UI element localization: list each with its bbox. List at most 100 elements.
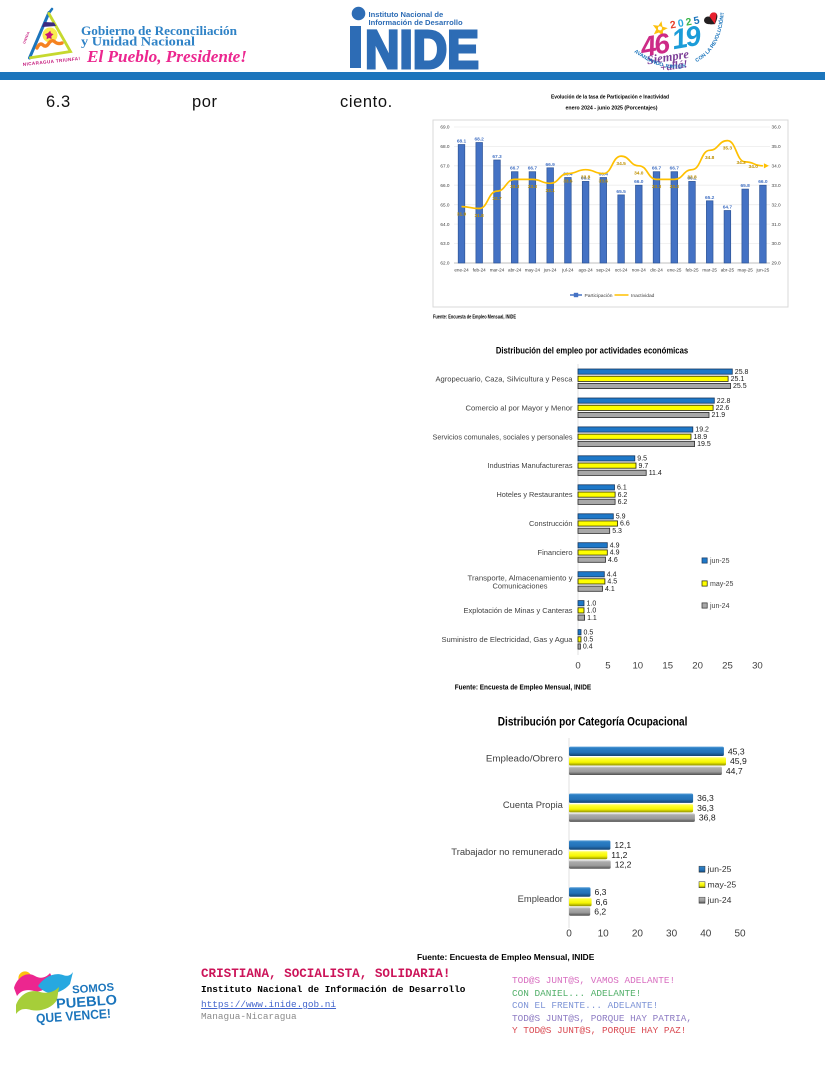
svg-text:33.3: 33.3 (670, 184, 680, 190)
svg-text:66.4: 66.4 (563, 172, 573, 178)
svg-text:30: 30 (752, 661, 763, 672)
svg-text:1.0: 1.0 (587, 608, 597, 615)
svg-text:jun-24: jun-24 (709, 603, 730, 610)
svg-text:19.2: 19.2 (695, 427, 709, 434)
svg-text:30.0: 30.0 (772, 241, 782, 246)
svg-text:1.0: 1.0 (587, 600, 597, 607)
svg-text:Fuente: Encuesta de Empleo Men: Fuente: Encuesta de Empleo Mensual, INID… (433, 315, 517, 321)
svg-text:66.0: 66.0 (758, 179, 768, 185)
svg-text:Industrias Manufactureras: Industrias Manufactureras (488, 461, 573, 470)
svg-text:2: 2 (685, 16, 693, 29)
svg-text:66.7: 66.7 (652, 166, 662, 172)
svg-text:Explotación de Minas y Cantera: Explotación de Minas y Canteras (464, 606, 573, 615)
svg-text:9.5: 9.5 (637, 456, 647, 463)
svg-text:Cuenta Propia: Cuenta Propia (503, 800, 563, 810)
svg-text:5: 5 (693, 15, 701, 28)
svg-text:feb-25: feb-25 (685, 268, 698, 273)
svg-text:0.4: 0.4 (583, 644, 593, 651)
svg-text:65.0: 65.0 (440, 202, 450, 207)
svg-text:33.6: 33.6 (563, 178, 573, 184)
svg-text:35.3: 35.3 (723, 145, 733, 151)
svg-text:Participación: Participación (585, 293, 613, 299)
svg-text:6.2: 6.2 (618, 499, 628, 506)
svg-text:oct-24: oct-24 (615, 268, 628, 273)
svg-text:Transporte, Almacenamiento y: Transporte, Almacenamiento y (468, 574, 573, 583)
svg-text:62.0: 62.0 (440, 261, 450, 266)
svg-text:9.7: 9.7 (639, 463, 649, 470)
svg-text:64.7: 64.7 (723, 205, 733, 211)
svg-text:67.0: 67.0 (440, 164, 450, 169)
svg-text:33.0: 33.0 (772, 183, 782, 188)
svg-text:5.9: 5.9 (616, 514, 626, 521)
svg-text:33.8: 33.8 (581, 174, 591, 180)
svg-text:Gobierno de Reconciliación: Gobierno de Reconciliación (81, 24, 237, 38)
svg-text:0.5: 0.5 (584, 637, 594, 644)
svg-text:may-25: may-25 (738, 268, 754, 273)
svg-text:31.8: 31.8 (475, 213, 485, 219)
svg-text:12,2: 12,2 (615, 860, 632, 870)
svg-text:Evolución de la tasa de Partic: Evolución de la tasa de Participación e … (551, 95, 669, 101)
svg-text:4.1: 4.1 (605, 586, 615, 593)
svg-text:4.6: 4.6 (608, 557, 618, 564)
svg-text:may-25: may-25 (708, 880, 737, 890)
svg-text:Servicios comunales, sociales: Servicios comunales, sociales y personal… (433, 432, 573, 441)
svg-text:64.0: 64.0 (440, 222, 450, 227)
svg-text:33.3: 33.3 (652, 184, 662, 190)
svg-text:Distribución por Categoría Ocu: Distribución por Categoría Ocupacional (498, 716, 688, 728)
svg-text:34.0: 34.0 (772, 164, 782, 169)
svg-text:jun-25: jun-25 (709, 558, 730, 565)
svg-text:33.1: 33.1 (546, 188, 556, 194)
svg-text:0: 0 (566, 929, 572, 940)
svg-text:PUEBLO: PUEBLO (55, 991, 117, 1011)
svg-text:66.9: 66.9 (546, 162, 556, 168)
svg-text:12,1: 12,1 (614, 840, 631, 850)
svg-text:Comercio al por Mayor y Menor: Comercio al por Mayor y Menor (466, 403, 574, 412)
svg-text:31.9: 31.9 (457, 211, 467, 217)
svg-text:+allá!: +allá! (659, 58, 688, 72)
svg-text:4.9: 4.9 (610, 543, 620, 550)
svg-text:35.0: 35.0 (772, 144, 782, 149)
svg-text:Financiero: Financiero (538, 548, 573, 557)
svg-text:34.0: 34.0 (634, 171, 644, 177)
svg-text:NICARAGUA TRIUNFA!: NICARAGUA TRIUNFA! (23, 56, 81, 67)
svg-text:Hoteles y Restaurantes: Hoteles y Restaurantes (497, 490, 573, 499)
svg-text:El Pueblo, Presidente!: El Pueblo, Presidente! (86, 47, 247, 66)
svg-text:6,6: 6,6 (596, 897, 608, 907)
svg-text:jul-24: jul-24 (561, 268, 574, 273)
svg-text:y Unidad Nacional: y Unidad Nacional (81, 35, 196, 49)
svg-text:0: 0 (575, 661, 580, 672)
svg-text:mar-25: mar-25 (702, 268, 717, 273)
svg-text:45,9: 45,9 (730, 756, 747, 766)
svg-text:66.2: 66.2 (687, 175, 697, 181)
svg-text:32.7: 32.7 (492, 196, 502, 202)
svg-text:34.5: 34.5 (616, 161, 626, 167)
svg-text:33.6: 33.6 (599, 178, 609, 184)
svg-text:mar-24: mar-24 (490, 268, 505, 273)
svg-text:66.7: 66.7 (510, 166, 520, 172)
svg-text:69.0: 69.0 (440, 125, 450, 130)
svg-text:ene-24: ene-24 (454, 268, 469, 273)
svg-text:36,3: 36,3 (697, 803, 714, 813)
svg-text:67.3: 67.3 (492, 154, 502, 160)
svg-text:1.1: 1.1 (587, 615, 597, 622)
svg-text:65.5: 65.5 (616, 189, 626, 195)
svg-text:4.4: 4.4 (607, 572, 617, 579)
svg-text:33.3: 33.3 (528, 184, 538, 190)
svg-text:10: 10 (598, 929, 610, 940)
svg-text:68.2: 68.2 (475, 137, 485, 143)
svg-text:abr-25: abr-25 (721, 268, 735, 273)
svg-text:25.5: 25.5 (733, 383, 747, 390)
svg-text:Empleador: Empleador (518, 894, 563, 904)
svg-text:10: 10 (632, 661, 643, 672)
svg-text:66.0: 66.0 (440, 183, 450, 188)
svg-text:may-25: may-25 (710, 581, 733, 588)
svg-text:29.0: 29.0 (772, 261, 782, 266)
svg-text:0.5: 0.5 (584, 629, 594, 636)
svg-text:may-24: may-24 (525, 268, 541, 273)
svg-text:34.0: 34.0 (749, 164, 759, 170)
svg-text:jun-25: jun-25 (756, 268, 770, 273)
svg-text:65.2: 65.2 (705, 195, 715, 201)
svg-text:68.1: 68.1 (457, 139, 467, 145)
svg-text:40: 40 (700, 929, 712, 940)
svg-text:30: 30 (666, 929, 678, 940)
